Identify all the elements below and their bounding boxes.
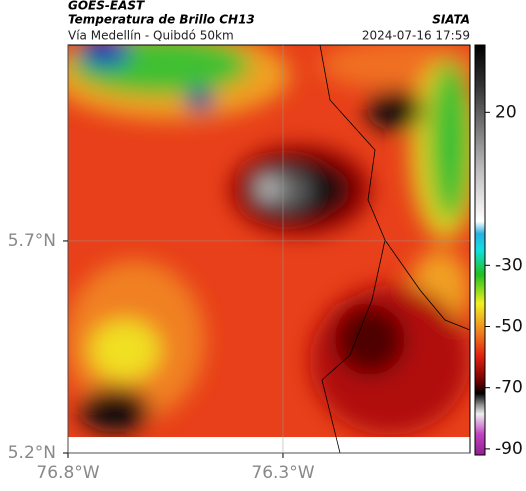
source: GOES-EAST [68, 0, 145, 13]
datetime: 2024-07-16 17:59 [362, 29, 470, 43]
colorbar [474, 44, 486, 456]
colorbar-tick-label: -90 [495, 439, 523, 459]
x-tick-label: 76.3°W [251, 463, 314, 483]
colorbar-tick-label: -30 [495, 255, 523, 275]
org: SIATA [432, 13, 470, 27]
title: Temperatura de Brillo CH13 [68, 13, 255, 27]
satellite-image [68, 45, 470, 453]
y-tick-label: 5.2°N [8, 443, 56, 463]
colorbar-tick-label: 20 [495, 102, 517, 122]
y-tick-label: 5.7°N [8, 231, 56, 251]
colorbar-tick-label: -50 [495, 316, 523, 336]
subtitle: Vía Medellín - Quibdó 50km [68, 29, 234, 43]
x-tick-label: 76.8°W [36, 463, 99, 483]
colorbar-tick-label: -70 [495, 378, 523, 398]
